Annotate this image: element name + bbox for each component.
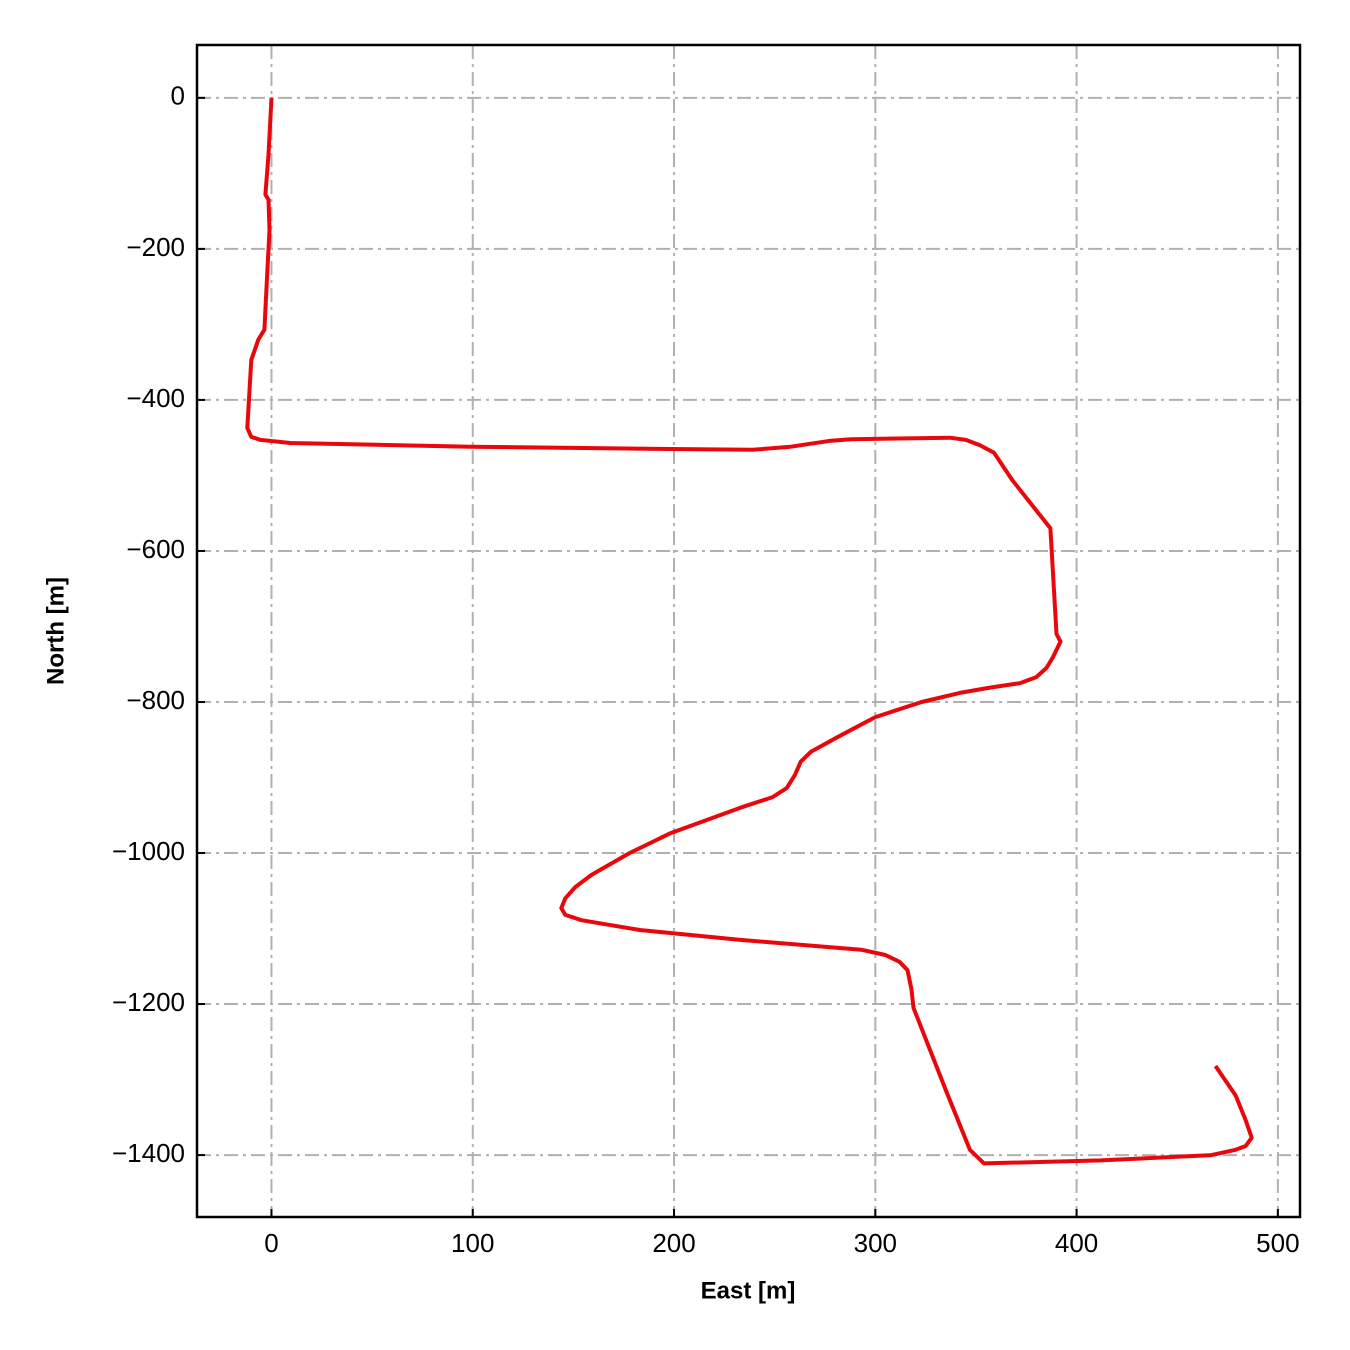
plot-frame <box>195 43 1302 1219</box>
y-axis-label: North [m] <box>42 577 69 685</box>
y-tick-label: −1000 <box>112 836 185 866</box>
y-tick-label: −400 <box>126 383 185 413</box>
x-axis-label: East [m] <box>701 1277 796 1304</box>
x-tick-label: 400 <box>1055 1228 1098 1258</box>
data-line <box>245 97 1254 1166</box>
x-tick-label: 100 <box>451 1228 494 1258</box>
x-tick-label: 300 <box>854 1228 897 1258</box>
y-tick-label: −800 <box>126 685 185 715</box>
y-tick-label: −1400 <box>112 1138 185 1168</box>
x-tick-label: 0 <box>264 1228 278 1258</box>
x-tick-label: 500 <box>1256 1228 1299 1258</box>
y-tick-label: −1200 <box>112 987 185 1017</box>
x-tick-label: 200 <box>652 1228 695 1258</box>
y-tick-label: −600 <box>126 534 185 564</box>
y-tick-label: 0 <box>171 81 185 111</box>
y-tick-label: −200 <box>126 232 185 262</box>
